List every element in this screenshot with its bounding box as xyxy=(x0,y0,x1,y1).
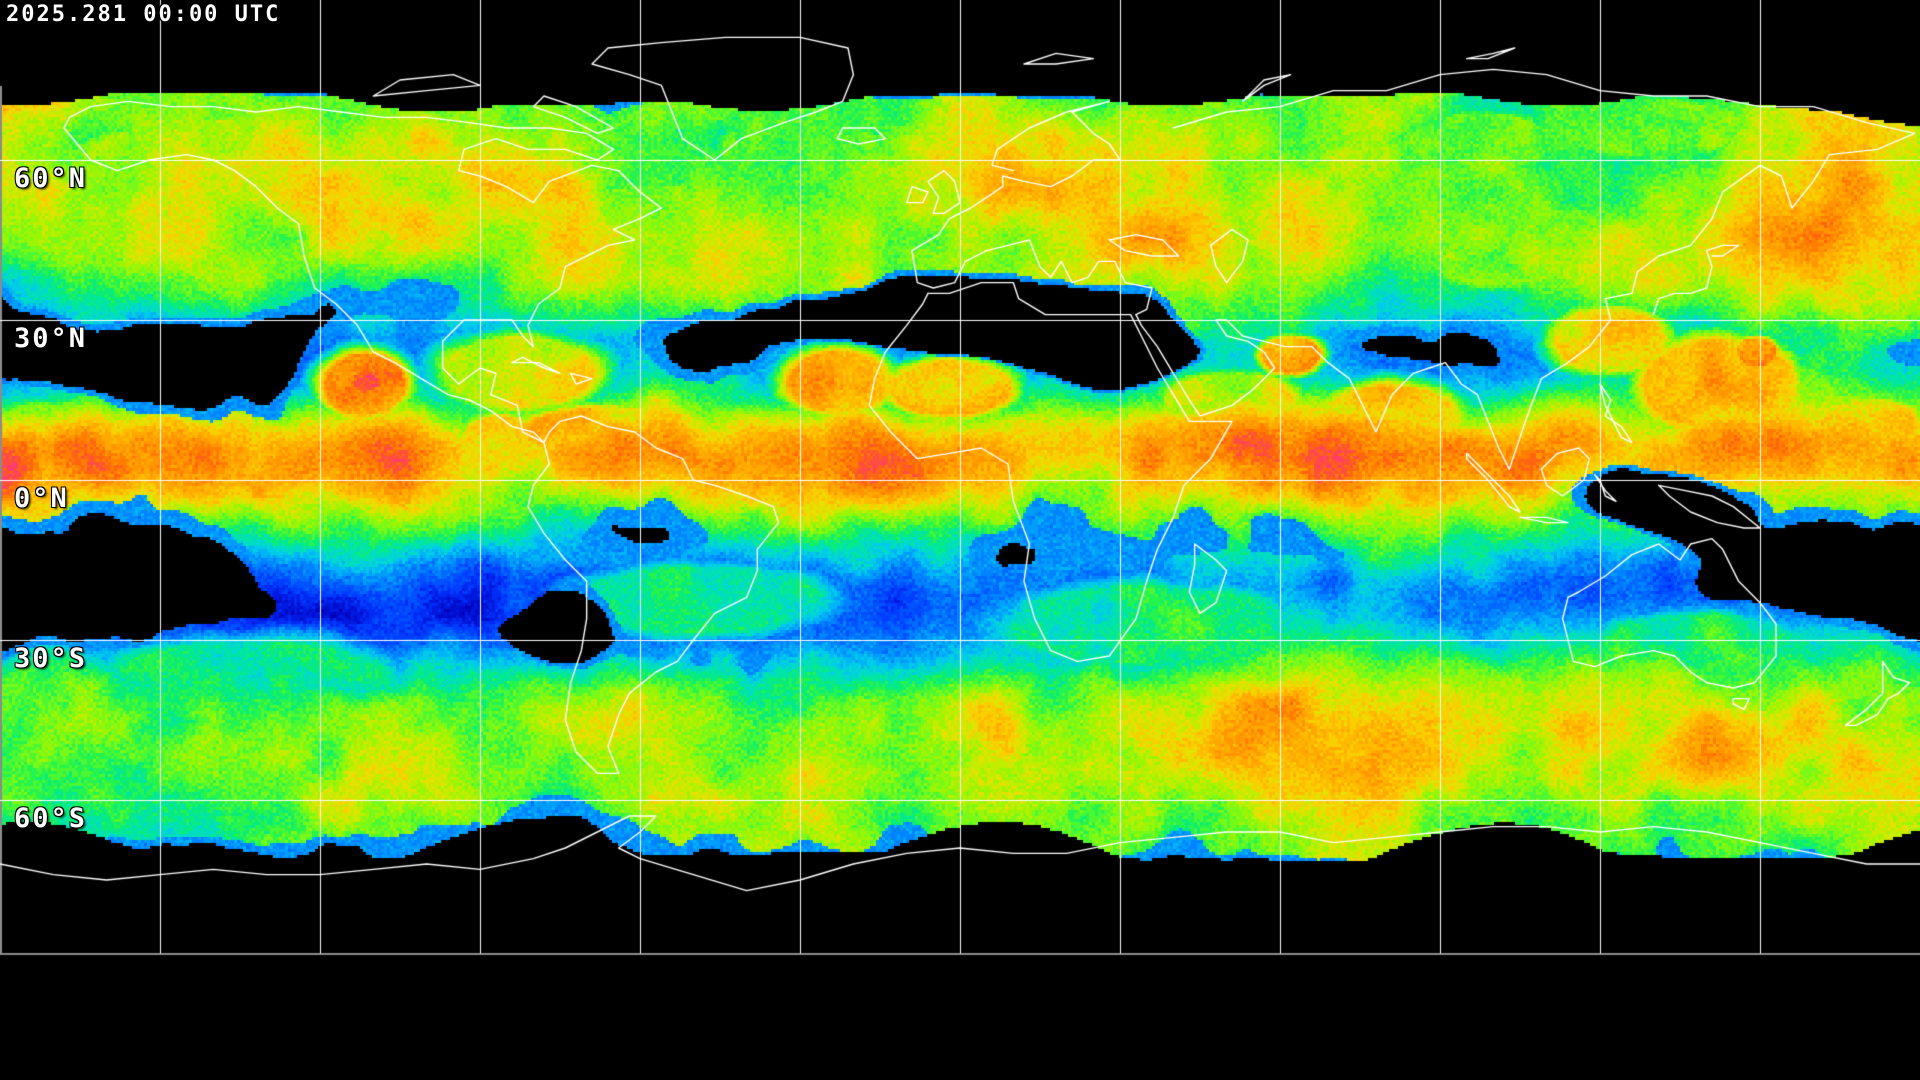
lat-label-60N: 60°N xyxy=(14,163,88,194)
lat-label-0N: 0°N xyxy=(14,483,69,514)
lat-label-30N: 30°N xyxy=(14,323,88,354)
lat-label-60S: 60°S xyxy=(14,803,88,834)
timestamp-label: 2025.281 00:00 UTC xyxy=(6,2,281,27)
colorbar-legend: 024681012141620 Cloud Top Height, kilome… xyxy=(0,960,1920,1080)
lat-label-30S: 30°S xyxy=(14,643,88,674)
cloud-top-height-map xyxy=(0,0,1920,960)
